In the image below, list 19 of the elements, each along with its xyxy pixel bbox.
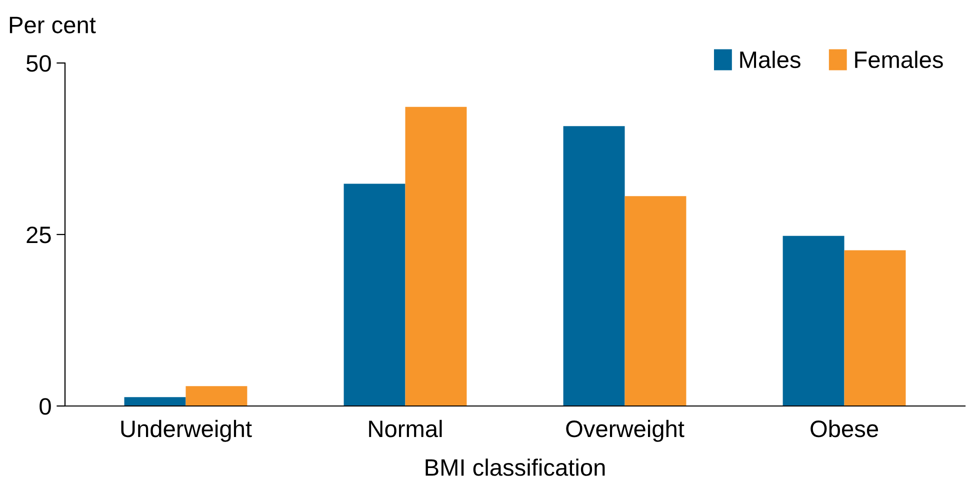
bar xyxy=(563,126,625,406)
bar xyxy=(844,250,906,406)
bar xyxy=(624,196,686,406)
y-tick-label: 0 xyxy=(40,398,51,415)
legend-label: Males xyxy=(740,50,800,68)
bar xyxy=(344,184,406,406)
bar xyxy=(405,106,467,406)
legend-label: Females xyxy=(855,50,943,68)
x-tick-label: Obese xyxy=(810,420,878,438)
x-axis-title: BMI classification xyxy=(426,458,605,476)
bar xyxy=(186,386,248,406)
x-tick-label: Overweight xyxy=(566,420,684,442)
bar xyxy=(782,236,844,406)
y-tick-label: 50 xyxy=(26,55,51,72)
x-tick-label: Normal xyxy=(369,420,442,438)
x-tick-label: Underweight xyxy=(121,420,252,442)
y-axis-title: Per cent xyxy=(10,16,96,34)
bar xyxy=(124,397,186,406)
y-tick-label: 25 xyxy=(26,226,51,244)
